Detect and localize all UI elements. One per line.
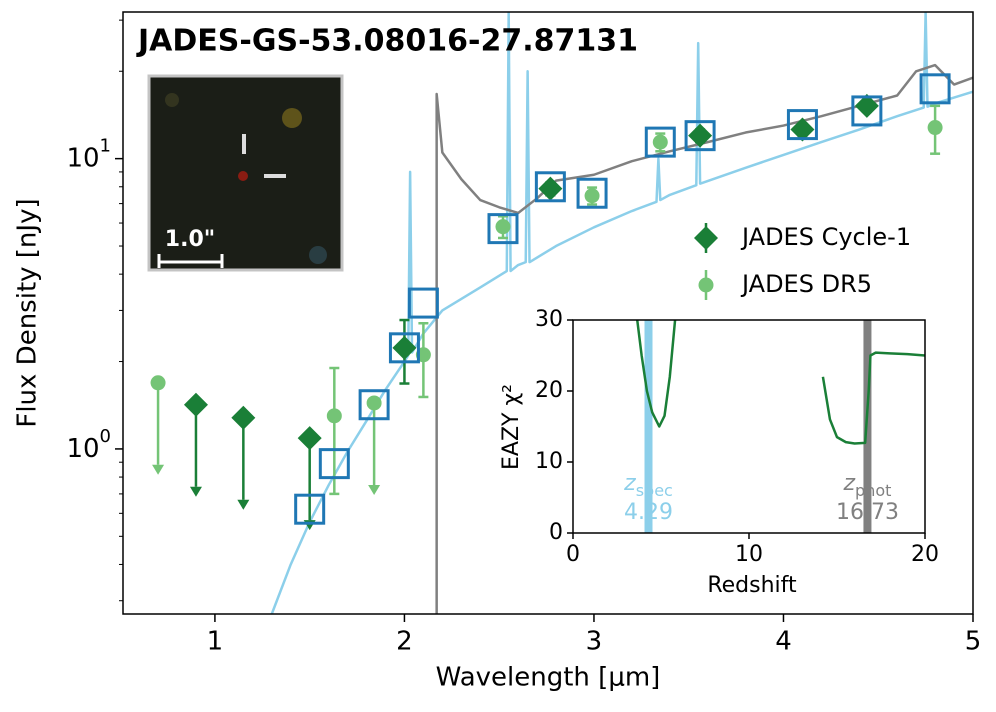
chart-title: JADES-GS-53.08016-27.87131 xyxy=(136,24,638,59)
square-marker xyxy=(318,448,350,480)
circle-marker xyxy=(584,188,600,204)
cutout-image: 1.0" xyxy=(147,74,344,272)
diamond-marker xyxy=(538,176,563,201)
inset-x-tick-label: 0 xyxy=(566,542,580,567)
diamond-marker xyxy=(688,123,713,148)
inset-y-axis-label: EAZY χ² xyxy=(499,384,524,470)
diamond-marker xyxy=(790,117,815,142)
inset-x-axis-label: Redshift xyxy=(707,573,797,598)
redshift-value: 4.29 xyxy=(624,500,673,525)
y-axis-label: Flux Density [nJy] xyxy=(13,198,43,427)
diamond-marker xyxy=(297,426,322,451)
x-tick-label: 1 xyxy=(207,627,224,657)
diamond-marker xyxy=(392,335,417,360)
square-marker xyxy=(576,177,608,209)
y-tick-label: 101 xyxy=(66,136,111,174)
redshift-label: zphot xyxy=(842,471,891,500)
square-marker xyxy=(407,287,439,319)
legend-label: JADES DR5 xyxy=(740,270,872,298)
plot-area xyxy=(150,12,973,614)
upper-limit-arrowhead xyxy=(152,464,165,475)
circle-marker xyxy=(150,375,166,391)
inset-y-tick-label: 20 xyxy=(535,378,563,403)
circle-marker xyxy=(495,219,511,235)
redshift-value: 16.73 xyxy=(836,500,899,525)
line-series xyxy=(635,320,925,445)
inset-x-tick-label: 20 xyxy=(911,542,939,567)
square-marker xyxy=(786,109,818,141)
x-tick-label: 3 xyxy=(586,627,603,657)
circle-marker xyxy=(652,134,668,150)
x-tick-label: 2 xyxy=(396,627,413,657)
legend-marker xyxy=(694,226,718,250)
y-tick-base: 10 xyxy=(66,433,99,463)
axes-frame xyxy=(122,11,974,615)
square-marker xyxy=(684,120,716,152)
redshift-subscript: spec xyxy=(636,481,673,500)
square-marker xyxy=(294,493,326,525)
redshift-symbol: z xyxy=(623,471,636,496)
x-tick-label: 5 xyxy=(965,627,982,657)
inset-x-tick-label: 10 xyxy=(735,542,763,567)
inset-y-tick-label: 10 xyxy=(535,449,563,474)
square-marker xyxy=(644,126,676,158)
upper-limit-arrowhead xyxy=(237,499,250,510)
image-source xyxy=(282,108,302,128)
inset-y-tick-label: 30 xyxy=(535,307,563,332)
redshift-symbol: z xyxy=(842,471,855,496)
y-tick-base: 10 xyxy=(66,143,99,173)
diamond-marker xyxy=(231,405,256,430)
inset-plot-area xyxy=(635,320,925,533)
line-series xyxy=(270,12,973,614)
circle-marker xyxy=(326,408,342,424)
square-marker xyxy=(388,332,420,364)
legend-marker xyxy=(698,277,714,293)
legend-label: JADES Cycle-1 xyxy=(740,223,911,251)
circle-marker xyxy=(366,395,382,411)
y-tick-exponent: 1 xyxy=(100,136,111,157)
inset-y-tick-label: 0 xyxy=(549,520,563,545)
image-source xyxy=(309,246,327,264)
square-marker xyxy=(851,95,883,127)
diamond-marker xyxy=(854,93,879,118)
square-marker xyxy=(487,213,519,245)
x-axis-label: Wavelength [μm] xyxy=(436,663,661,693)
square-marker xyxy=(534,171,566,203)
upper-limit-arrowhead xyxy=(368,484,381,495)
image-source xyxy=(165,93,179,107)
square-marker xyxy=(358,389,390,421)
upper-limit-arrowhead xyxy=(189,486,202,497)
redshift-label: zspec xyxy=(623,471,673,500)
y-tick-exponent: 0 xyxy=(100,426,111,447)
x-tick-label: 4 xyxy=(775,627,792,657)
square-marker xyxy=(919,73,951,105)
y-tick-label: 100 xyxy=(66,426,111,464)
image-source xyxy=(238,171,248,181)
circle-marker xyxy=(927,120,943,136)
diamond-marker xyxy=(183,392,208,417)
scale-label: 1.0" xyxy=(165,227,215,252)
redshift-subscript: phot xyxy=(855,481,891,500)
